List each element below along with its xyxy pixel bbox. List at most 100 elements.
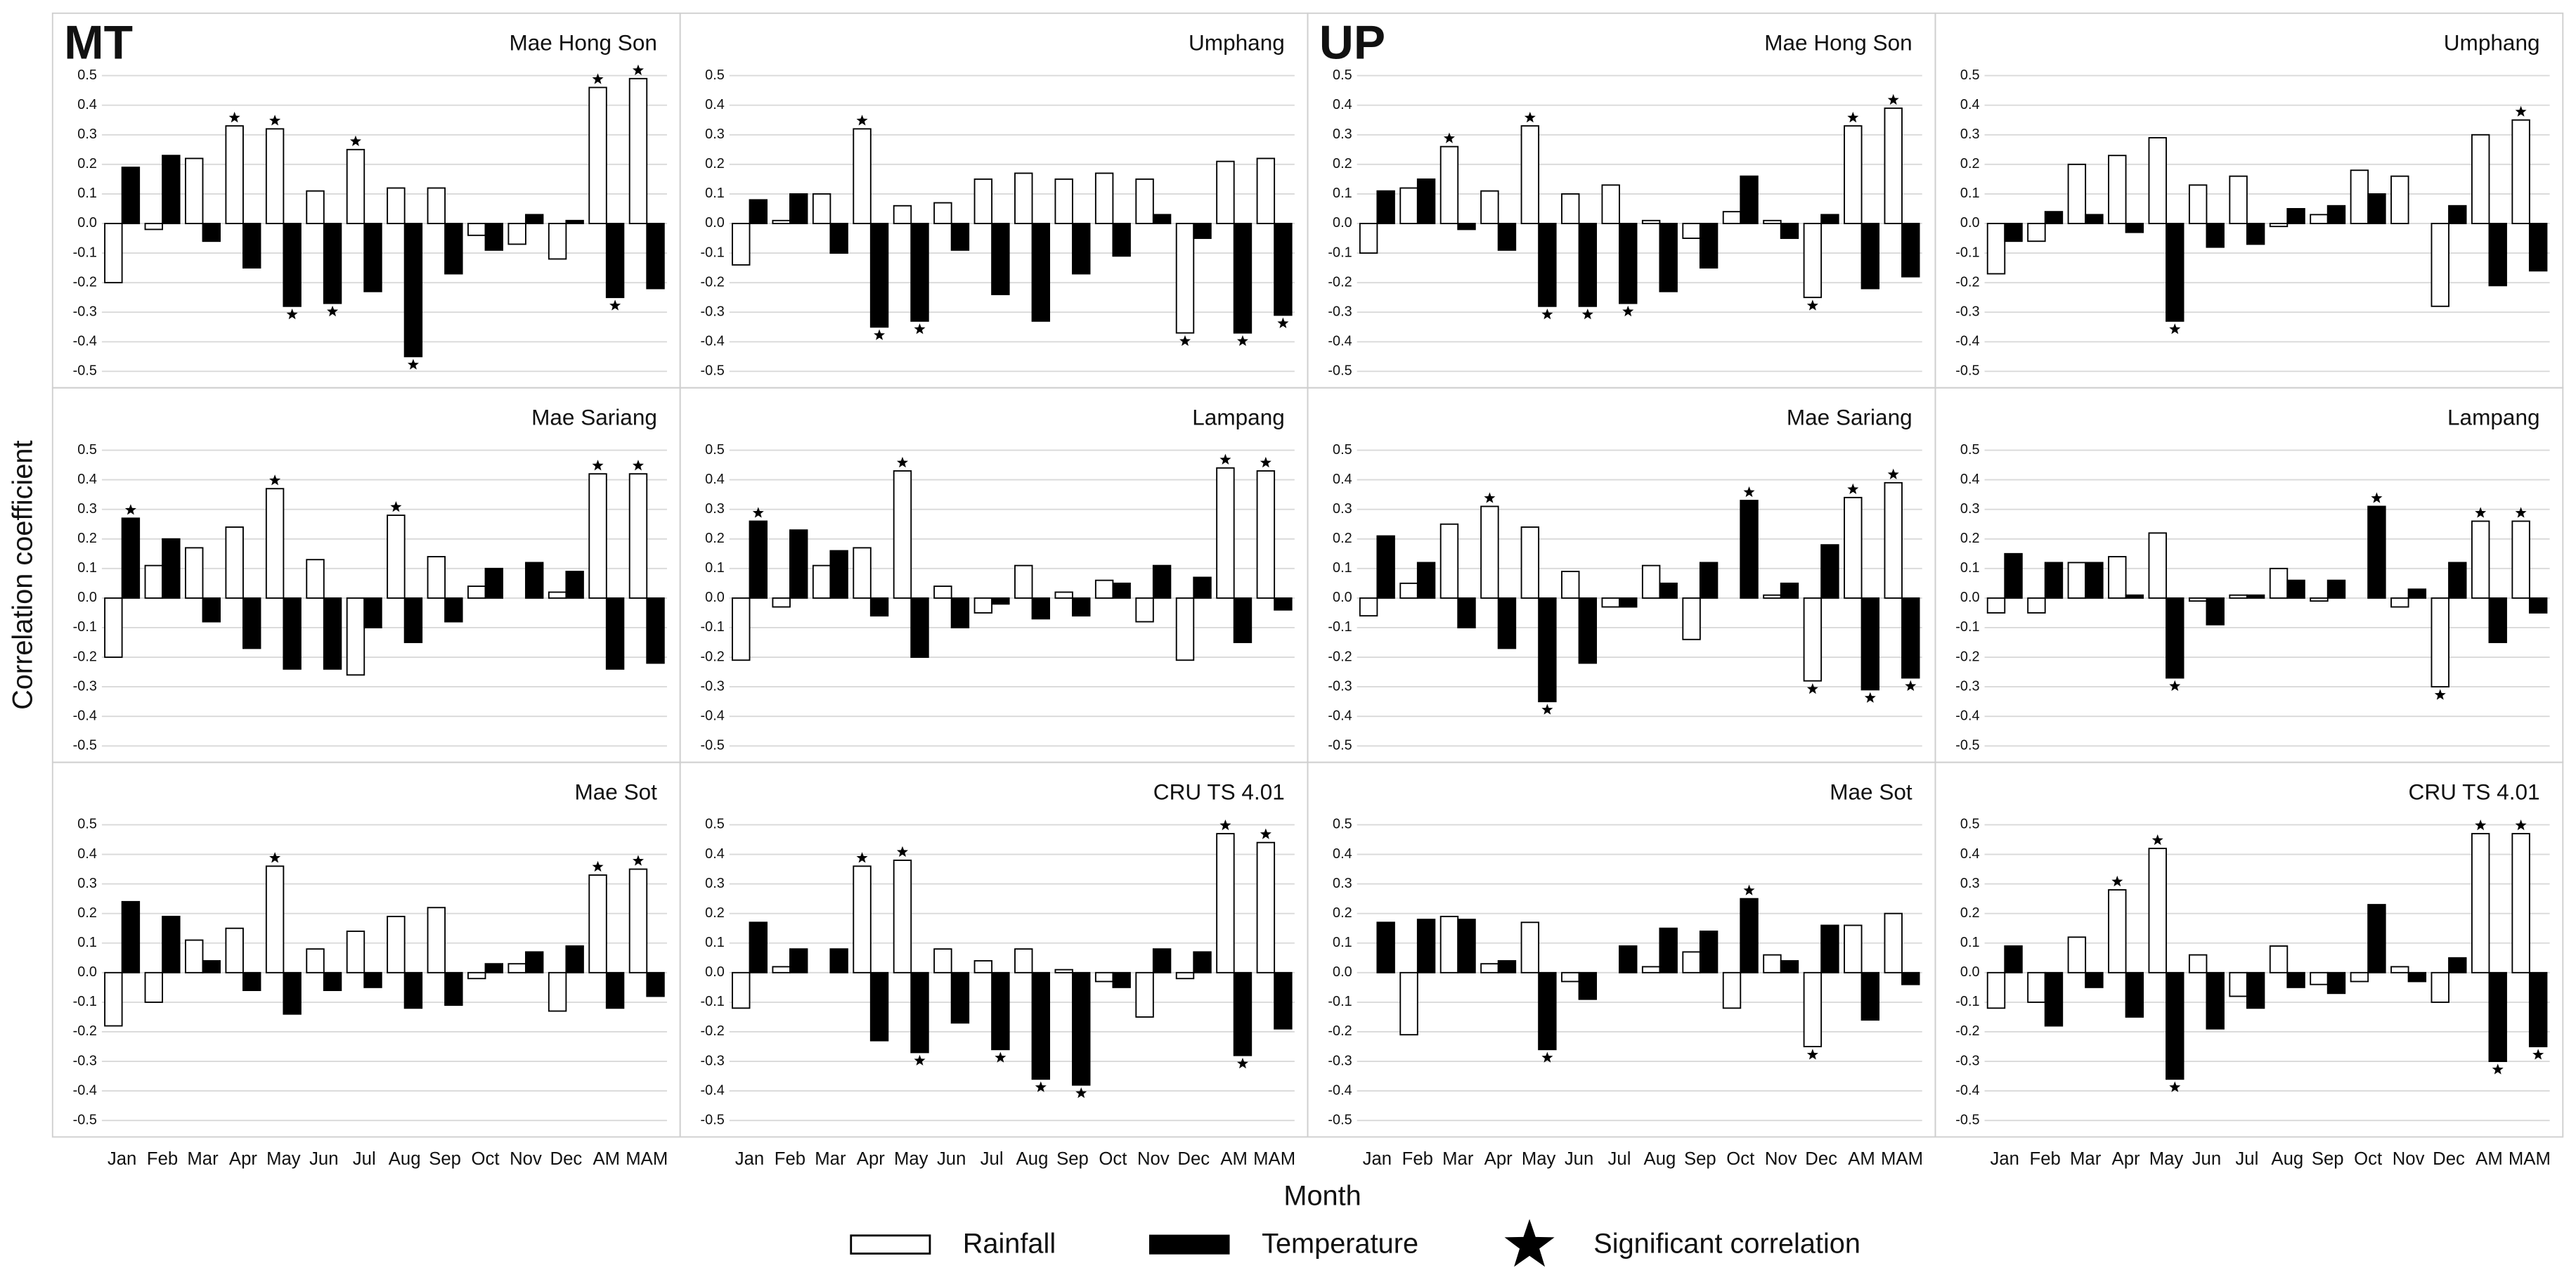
significance-star bbox=[2169, 323, 2181, 335]
x-tick-label: Dec bbox=[1177, 1149, 1210, 1169]
bar bbox=[2166, 971, 2185, 1080]
bar bbox=[363, 971, 382, 988]
bar bbox=[2004, 223, 2023, 242]
panel-title: Mae Sot bbox=[574, 779, 657, 804]
bar bbox=[1619, 223, 1638, 304]
bar bbox=[363, 223, 382, 292]
bar bbox=[202, 223, 221, 242]
significance-star bbox=[1847, 483, 1859, 494]
bar bbox=[2511, 119, 2530, 224]
y-tick-label: 0.3 bbox=[705, 501, 725, 517]
y-tick-label: 0.3 bbox=[1960, 127, 1980, 142]
bar bbox=[2206, 597, 2225, 626]
bar bbox=[427, 187, 446, 224]
bar bbox=[1135, 597, 1154, 623]
bar bbox=[1256, 841, 1276, 973]
y-tick-label: 0.5 bbox=[705, 817, 725, 832]
bar bbox=[225, 927, 244, 973]
bar bbox=[1659, 927, 1678, 973]
x-tick-label: Oct bbox=[472, 1149, 500, 1169]
y-tick-label: -0.4 bbox=[1328, 334, 1352, 349]
bar bbox=[1031, 597, 1051, 620]
bar bbox=[363, 597, 382, 628]
y-tick-label: -0.4 bbox=[73, 1082, 97, 1098]
y-tick-label: -0.5 bbox=[1328, 738, 1352, 753]
bar bbox=[1803, 597, 1823, 682]
bar bbox=[991, 971, 1010, 1051]
x-tick-label: Jun bbox=[937, 1149, 966, 1169]
bar bbox=[950, 597, 970, 628]
bar bbox=[1860, 597, 1880, 691]
y-axis-label: Correlation coefficient bbox=[8, 440, 39, 709]
bar bbox=[1359, 223, 1378, 254]
significance-star bbox=[124, 504, 136, 515]
y-tick-label: 0.2 bbox=[705, 531, 725, 546]
bar bbox=[1014, 948, 1033, 973]
bar bbox=[121, 517, 141, 599]
bar bbox=[346, 148, 365, 224]
bar bbox=[1682, 951, 1701, 973]
y-tick-label: 0.4 bbox=[1333, 472, 1352, 487]
bar bbox=[1497, 223, 1517, 251]
bar bbox=[2206, 223, 2225, 248]
bar bbox=[1054, 178, 1073, 224]
bar bbox=[869, 223, 889, 328]
bar bbox=[2125, 223, 2144, 233]
y-tick-label: -0.1 bbox=[1328, 619, 1352, 635]
y-tick-label: -0.3 bbox=[1328, 1053, 1352, 1068]
x-tick-label: Aug bbox=[1016, 1149, 1049, 1169]
significance-star bbox=[269, 852, 281, 863]
y-tick-label: -0.2 bbox=[701, 274, 725, 290]
bar bbox=[1175, 223, 1195, 334]
bar bbox=[2488, 971, 2507, 1062]
bar bbox=[2326, 971, 2346, 995]
bar bbox=[242, 971, 261, 992]
significance-star bbox=[2169, 1081, 2181, 1092]
bar bbox=[933, 948, 952, 973]
y-tick-label: 0.0 bbox=[1333, 215, 1352, 231]
x-tick-label: Nov bbox=[1137, 1149, 1170, 1169]
bar bbox=[467, 971, 486, 980]
bar bbox=[853, 547, 872, 599]
y-tick-label: -0.4 bbox=[1955, 1082, 1979, 1098]
y-tick-label: -0.4 bbox=[1328, 708, 1352, 723]
significance-star bbox=[2151, 834, 2163, 846]
bar bbox=[973, 597, 993, 614]
significance-star bbox=[1236, 1057, 1248, 1069]
x-axis-label: Month bbox=[1283, 1181, 1361, 1212]
y-tick-label: 0.0 bbox=[77, 590, 97, 605]
bar bbox=[467, 223, 486, 236]
y-tick-label: -0.1 bbox=[1955, 994, 1979, 1009]
y-tick-label: -0.5 bbox=[701, 363, 725, 379]
x-tick-label: Aug bbox=[1644, 1149, 1676, 1169]
bar bbox=[1780, 582, 1799, 599]
bar bbox=[2246, 223, 2265, 245]
bar bbox=[2229, 594, 2248, 599]
x-tick-label: Jun bbox=[2192, 1149, 2221, 1169]
x-tick-label: Nov bbox=[1765, 1149, 1797, 1169]
significance-star bbox=[1219, 819, 1231, 831]
significance-star bbox=[327, 305, 339, 317]
bar bbox=[1193, 223, 1212, 239]
bar bbox=[144, 223, 164, 231]
y-tick-label: 0.1 bbox=[705, 186, 725, 201]
significance-star bbox=[2475, 507, 2487, 518]
significance-star bbox=[269, 115, 281, 126]
y-tick-label: -0.2 bbox=[1955, 1023, 1979, 1039]
bar bbox=[2229, 175, 2248, 224]
bar bbox=[2108, 889, 2127, 973]
y-tick-label: 0.5 bbox=[77, 67, 97, 83]
y-tick-label: -0.4 bbox=[73, 708, 97, 723]
significance-star bbox=[390, 500, 402, 512]
y-tick-label: -0.1 bbox=[1955, 245, 1979, 260]
bar bbox=[444, 223, 463, 275]
bar bbox=[853, 865, 872, 973]
bar bbox=[323, 597, 342, 670]
x-tick-label: Oct bbox=[1726, 1149, 1754, 1169]
x-tick-label: Dec bbox=[1805, 1149, 1837, 1169]
x-tick-label: Dec bbox=[550, 1149, 583, 1169]
bar bbox=[933, 202, 952, 224]
bar bbox=[732, 971, 751, 1009]
y-tick-label: 0.2 bbox=[77, 905, 97, 921]
